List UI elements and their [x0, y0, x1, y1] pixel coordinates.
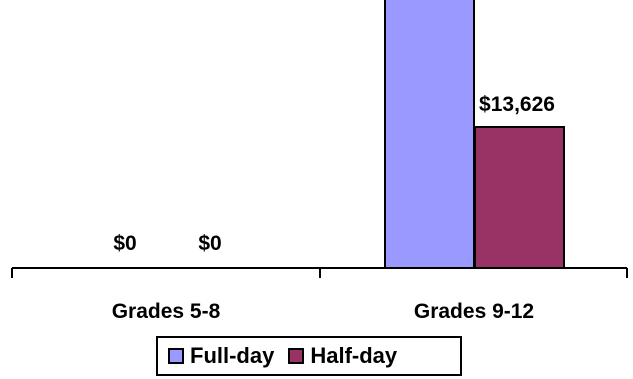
bar-half-day-grades-9-12 — [474, 126, 565, 269]
data-label-full-day-grades-5-8: $0 — [113, 232, 136, 255]
legend-label-half-day: Half-day — [310, 343, 398, 368]
legend-swatch-full-day — [168, 348, 184, 364]
legend-item-full-day: Full-day — [168, 343, 274, 369]
category-label-grades-9-12: Grades 9-12 — [414, 300, 534, 323]
category-label-grades-5-8: Grades 5-8 — [112, 300, 221, 323]
legend: Full-day Half-day — [156, 336, 462, 376]
legend-item-half-day: Half-day — [288, 343, 397, 369]
legend-label-full-day: Full-day — [190, 343, 275, 368]
bar-full-day-grades-9-12 — [384, 0, 475, 269]
data-label-half-day-grades-9-12: $13,626 — [479, 93, 555, 116]
legend-swatch-half-day — [288, 348, 305, 364]
data-label-half-day-grades-5-8: $0 — [198, 232, 221, 255]
